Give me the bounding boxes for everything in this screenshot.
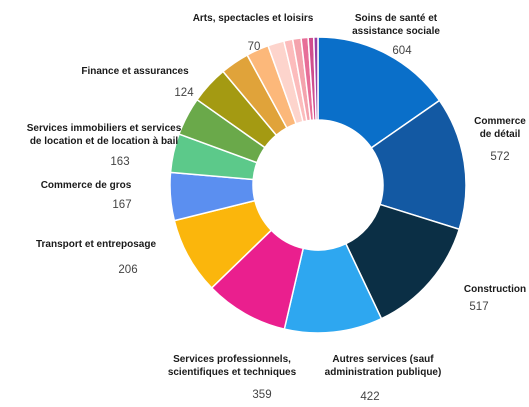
slice-label-9-line-0: Services immobiliers et services [27,123,182,134]
slice-label-6-line-0: Transport et entreposage [36,239,156,250]
slice-label-2-line-0: Construction [464,284,526,295]
slice-2 [344,203,461,320]
slice-value-6: 206 [118,264,137,276]
slice-label-1-line-0: Commerce [474,116,526,127]
slice-value-3: 422 [360,391,379,403]
slice-value-2: 517 [469,301,488,313]
slice-label-4-line-1: scientifiques et techniques [168,367,297,378]
slice-value-0: 604 [392,45,412,57]
slice-label-9-line-1: de location et de location à bail [30,136,179,147]
slice-label-12-line-0: Arts, spectacles et loisirs [193,13,314,24]
slice-label-3-line-1: administration publique) [325,367,442,378]
slice-17 [312,36,319,121]
slice-label-10-line-0: Finance et assurances [81,66,189,77]
slice-label-1-line-1: de détail [480,129,521,140]
slice-label-0-line-0: Soins de santé et [355,13,438,24]
slice-value-12: 70 [248,41,261,53]
slice-label-3-line-0: Autres services (sauf [332,354,434,365]
label-group: Soins de santé et assistance sociale 604 Co… [27,13,527,403]
slice-group [169,36,467,334]
slice-label-4-line-0: Services professionnels, [173,354,291,365]
slice-0 [317,36,441,149]
slice-value-9: 163 [110,156,129,168]
slice-value-10: 124 [174,87,194,99]
slice-value-1: 572 [490,151,509,163]
slice-label-7-line-0: Commerce de gros [41,180,132,191]
slice-label-0-line-1: assistance sociale [352,26,440,37]
slice-value-7: 167 [112,199,131,211]
slice-1 [370,99,467,231]
slice-value-4: 359 [252,389,271,401]
